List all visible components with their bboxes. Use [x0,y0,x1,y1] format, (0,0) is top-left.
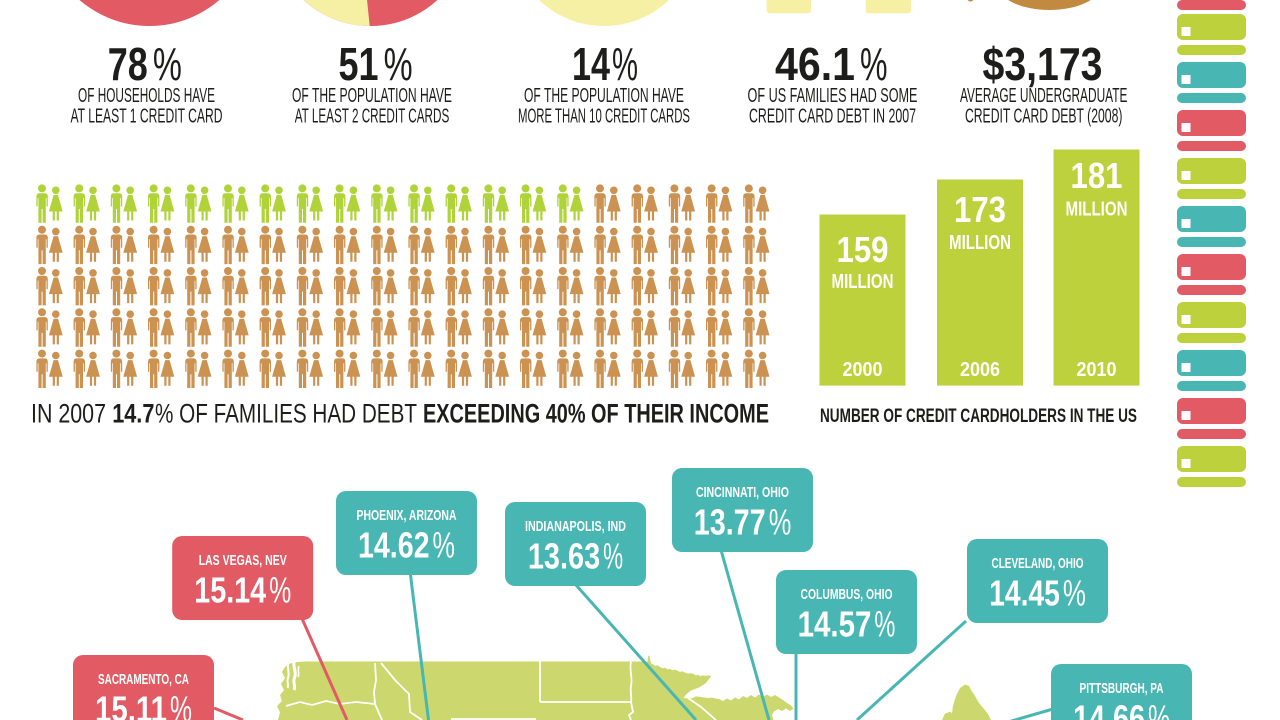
svg-text:OF US FAMILIES HAD SOME: OF US FAMILIES HAD SOME [748,84,918,107]
svg-text:14.7: 14.7 [112,399,154,429]
svg-text:%: % [170,689,192,720]
svg-text:14.62: 14.62 [358,525,430,566]
svg-text:%: % [1148,698,1170,720]
svg-text:14.66: 14.66 [1073,698,1145,720]
svg-text:CREDIT CARD DEBT (2008): CREDIT CARD DEBT (2008) [965,105,1123,128]
svg-text:15.11: 15.11 [95,689,167,720]
svg-text:%: % [874,604,895,645]
svg-text:AVERAGE UNDERGRADUATE: AVERAGE UNDERGRADUATE [960,84,1128,107]
svg-text:CINCINNATI, OHIO: CINCINNATI, OHIO [696,484,789,501]
svg-text:OF THE POPULATION HAVE: OF THE POPULATION HAVE [292,84,452,107]
svg-text:15.14: 15.14 [194,570,266,611]
svg-text:14.57: 14.57 [798,604,872,645]
svg-text:14: 14 [572,38,610,90]
svg-text:MILLION: MILLION [1066,199,1128,221]
svg-text:%: % [603,536,623,577]
svg-text:173: 173 [954,189,1006,230]
svg-text:2006: 2006 [960,359,1000,381]
svg-text:MORE THAN 10 CREDIT CARDS: MORE THAN 10 CREDIT CARDS [518,105,690,128]
svg-text:LAS VEGAS, NEV: LAS VEGAS, NEV [199,552,287,569]
svg-text:%: % [1063,573,1086,614]
svg-text:AT LEAST 2 CREDIT CARDS: AT LEAST 2 CREDIT CARDS [295,105,450,128]
svg-text:78: 78 [108,38,148,90]
svg-text:MILLION: MILLION [949,232,1011,254]
svg-text:51: 51 [339,38,379,90]
svg-text:159: 159 [837,229,889,270]
svg-text:MILLION: MILLION [832,271,894,293]
svg-text:COLUMBUS, OHIO: COLUMBUS, OHIO [801,586,893,603]
svg-text:181: 181 [1071,155,1123,196]
svg-text:%: % [153,38,182,90]
svg-text:46.1: 46.1 [775,38,855,90]
svg-text:INDIANAPOLIS, IND: INDIANAPOLIS, IND [525,518,626,535]
svg-text:2000: 2000 [843,359,883,381]
svg-text:2010: 2010 [1077,359,1117,381]
svg-text:%: % [860,38,888,90]
svg-text:OF HOUSEHOLDS HAVE: OF HOUSEHOLDS HAVE [78,84,215,107]
svg-text:% OF FAMILIES HAD DEBT: % OF FAMILIES HAD DEBT [155,399,417,429]
svg-text:CLEVELAND, OHIO: CLEVELAND, OHIO [992,555,1084,572]
svg-text:%: % [384,38,413,90]
svg-text:$3,173: $3,173 [983,38,1103,90]
svg-text:NUMBER OF CREDIT CARDHOLDERS I: NUMBER OF CREDIT CARDHOLDERS IN THE US [820,406,1137,427]
svg-text:%: % [769,502,792,543]
svg-text:%: % [433,525,456,566]
svg-text:13.77: 13.77 [694,502,766,543]
svg-text:%: % [612,38,638,90]
svg-text:PITTSBURGH, PA: PITTSBURGH, PA [1080,680,1164,697]
svg-text:PHOENIX, ARIZONA: PHOENIX, ARIZONA [357,507,457,524]
svg-text:13.63: 13.63 [528,536,600,577]
svg-text:SACRAMENTO, CA: SACRAMENTO, CA [98,671,189,688]
svg-text:OF THE POPULATION HAVE: OF THE POPULATION HAVE [524,84,684,107]
svg-text:EXCEEDING 40% OF THEIR INCOME: EXCEEDING 40% OF THEIR INCOME [423,399,769,429]
svg-text:IN 2007: IN 2007 [31,399,106,429]
svg-text:14.45: 14.45 [989,573,1060,614]
svg-text:CREDIT CARD DEBT IN 2007: CREDIT CARD DEBT IN 2007 [749,105,916,128]
svg-text:%: % [269,570,291,611]
svg-text:AT LEAST 1 CREDIT CARD: AT LEAST 1 CREDIT CARD [71,105,223,128]
